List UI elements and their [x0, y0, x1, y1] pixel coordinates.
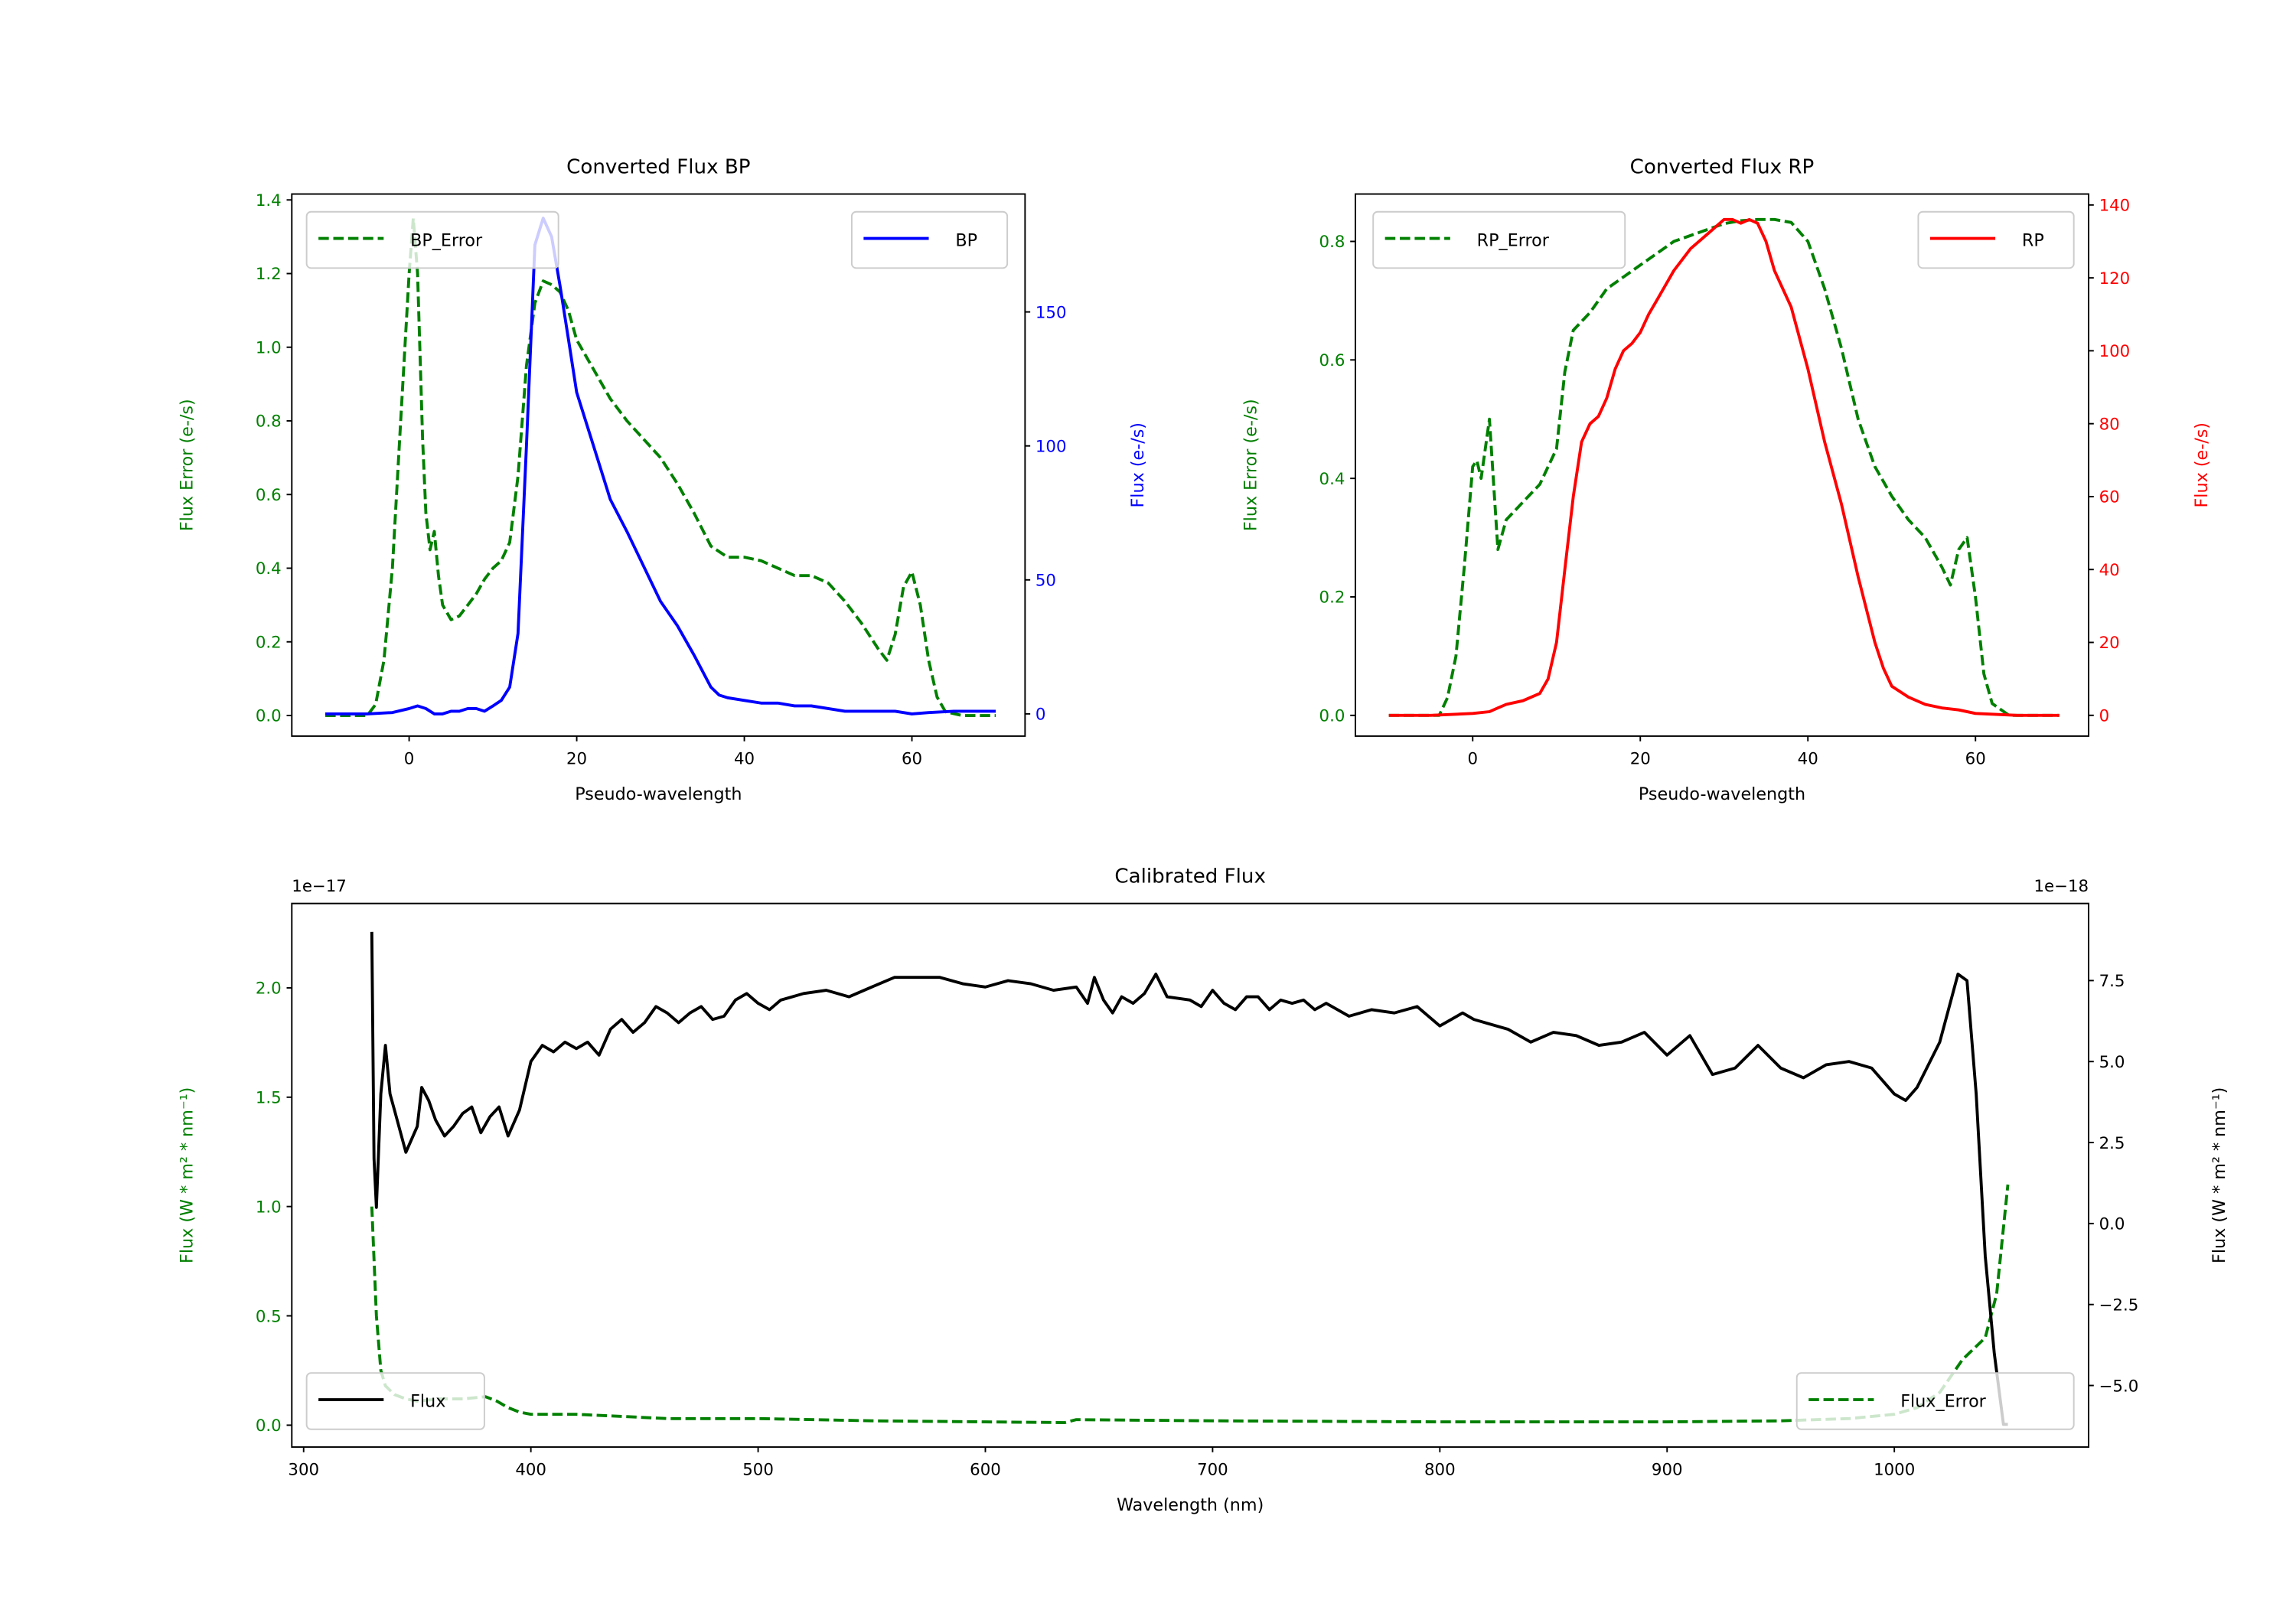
y-right-tick-label: −5.0 — [2099, 1377, 2139, 1396]
legend-label: RP_Error — [1477, 230, 1550, 250]
y-right-tick-label: 100 — [2099, 342, 2131, 361]
y-right-offset-text: 1e−18 — [2033, 877, 2089, 896]
x-tick-label: 600 — [970, 1461, 1001, 1480]
x-axis-label: Wavelength (nm) — [1117, 1495, 1264, 1515]
y-right-tick-label: 0 — [1035, 706, 1046, 725]
y-left-tick-label: 0.0 — [256, 1416, 282, 1436]
y-right-tick-label: −2.5 — [2099, 1296, 2139, 1315]
x-tick-label: 300 — [288, 1461, 319, 1480]
panel-converted-flux-bp: 0 20 40 60 0.0 0.2 0.4 0.6 0.8 1.0 1.2 1.4 0 50 100 150… — [178, 155, 1149, 804]
legend-bp-error: BP_Error — [305, 210, 559, 269]
y-right-axis-label: Flux (e-/s) — [2192, 422, 2212, 507]
y-left-tick-label: 0.8 — [1319, 233, 1345, 252]
panel-calibrated-flux: 300 400 500 600 700 800 900 1000 0.0 0.5 1.0 1.5 2.0… — [178, 865, 2229, 1516]
x-tick-label: 0 — [1467, 750, 1478, 769]
x-axis-label: Pseudo-wavelength — [1639, 784, 1805, 804]
y-left-tick-label: 0.2 — [256, 633, 282, 652]
y-left-axis-label: Flux Error (e-/s) — [1241, 399, 1261, 531]
y-left-tick-label: 1.2 — [256, 265, 282, 284]
y-left-tick-label: 2.0 — [256, 980, 282, 999]
plot-frame — [291, 193, 1026, 737]
y-left-tick-label: 0.4 — [1319, 470, 1345, 489]
y-right-tick-label: 60 — [2099, 488, 2120, 507]
plot-frame — [291, 902, 2089, 1448]
legend-box — [1917, 210, 2075, 269]
x-tick-label: 800 — [1424, 1461, 1456, 1480]
x-tick-label: 60 — [1965, 750, 1986, 769]
x-tick-label: 0 — [404, 750, 415, 769]
plot-frame — [1355, 193, 2089, 737]
series-line-flux — [370, 931, 2008, 1426]
x-tick-label: 500 — [742, 1461, 774, 1480]
y-left-tick-label: 0.6 — [1319, 351, 1345, 370]
y-right-tick-label: 20 — [2099, 634, 2120, 653]
x-tick-label: 700 — [1197, 1461, 1228, 1480]
legend-label: Flux_Error — [1900, 1392, 1986, 1412]
legend-box — [305, 1372, 485, 1430]
y-right-tick-label: 2.5 — [2099, 1134, 2125, 1153]
y-left-axis-label: Flux (W * m² * nm⁻¹) — [178, 1087, 197, 1263]
y-right-tick-label: 40 — [2099, 561, 2120, 580]
x-tick-label: 60 — [902, 750, 922, 769]
legend-box — [1795, 1372, 2075, 1430]
legend-label: BP_Error — [410, 230, 483, 250]
y-left-tick-label: 1.4 — [256, 191, 282, 210]
x-tick-label: 400 — [515, 1461, 546, 1480]
y-left-tick-label: 1.0 — [256, 1198, 282, 1217]
y-left-tick-label: 0.2 — [1319, 588, 1345, 608]
y-left-tick-label: 0.5 — [256, 1307, 282, 1326]
y-right-tick-label: 140 — [2099, 197, 2131, 216]
legend-flux: Flux — [305, 1372, 485, 1430]
y-right-tick-label: 50 — [1035, 572, 1056, 591]
y-left-tick-label: 1.5 — [256, 1089, 282, 1108]
y-left-axis-label: Flux Error (e-/s) — [178, 399, 197, 531]
chart-title: Calibrated Flux — [1114, 865, 1266, 888]
y-right-tick-label: 120 — [2099, 269, 2131, 288]
y-right-tick-label: 7.5 — [2099, 972, 2125, 991]
legend-box — [850, 210, 1009, 269]
y-right-axis-label: Flux (W * m² * nm⁻¹) — [2210, 1087, 2229, 1263]
chart-title: Converted Flux RP — [1630, 155, 1815, 178]
y-right-tick-label: 100 — [1035, 437, 1067, 456]
legend-label: RP — [2022, 230, 2044, 250]
legend-rp-error: RP_Error — [1372, 210, 1626, 269]
chart-title: Converted Flux BP — [566, 155, 750, 178]
legend-label: Flux — [410, 1392, 445, 1412]
x-tick-label: 20 — [566, 750, 587, 769]
y-left-offset-text: 1e−17 — [292, 877, 347, 896]
legend-label: BP — [955, 230, 977, 250]
y-left-tick-label: 0.0 — [1319, 707, 1345, 726]
y-right-tick-label: 0.0 — [2099, 1215, 2125, 1234]
x-tick-label: 1000 — [1874, 1461, 1915, 1480]
y-right-axis-label: Flux (e-/s) — [1128, 422, 1148, 508]
y-left-tick-label: 0.4 — [256, 559, 282, 579]
y-left-tick-label: 0.0 — [256, 707, 282, 726]
series-line-bp — [325, 217, 996, 715]
x-tick-label: 900 — [1652, 1461, 1683, 1480]
legend-flux-error: Flux_Error — [1795, 1372, 2075, 1430]
legend-box — [305, 210, 559, 269]
x-tick-label: 20 — [1630, 750, 1651, 769]
y-left-tick-label: 1.0 — [256, 338, 282, 357]
panel-converted-flux-rp: 0 20 40 60 0.0 0.2 0.4 0.6 0.8 0 20 40 60 80 100 120 140… — [1241, 155, 2212, 804]
series-line-rp-error — [1388, 217, 2060, 717]
x-tick-label: 40 — [734, 750, 755, 769]
y-right-tick-label: 0 — [2099, 707, 2110, 726]
legend-bp: BP — [850, 210, 1009, 269]
legend-box — [1372, 210, 1626, 269]
series-line-rp — [1388, 217, 2060, 717]
y-left-tick-label: 0.6 — [256, 486, 282, 505]
y-right-tick-label: 5.0 — [2099, 1053, 2125, 1072]
legend-rp: RP — [1917, 210, 2075, 269]
y-right-tick-label: 80 — [2099, 415, 2120, 434]
y-right-tick-label: 150 — [1035, 303, 1067, 322]
x-tick-label: 40 — [1798, 750, 1818, 769]
x-axis-label: Pseudo-wavelength — [575, 784, 742, 804]
y-left-tick-label: 0.8 — [256, 412, 282, 432]
